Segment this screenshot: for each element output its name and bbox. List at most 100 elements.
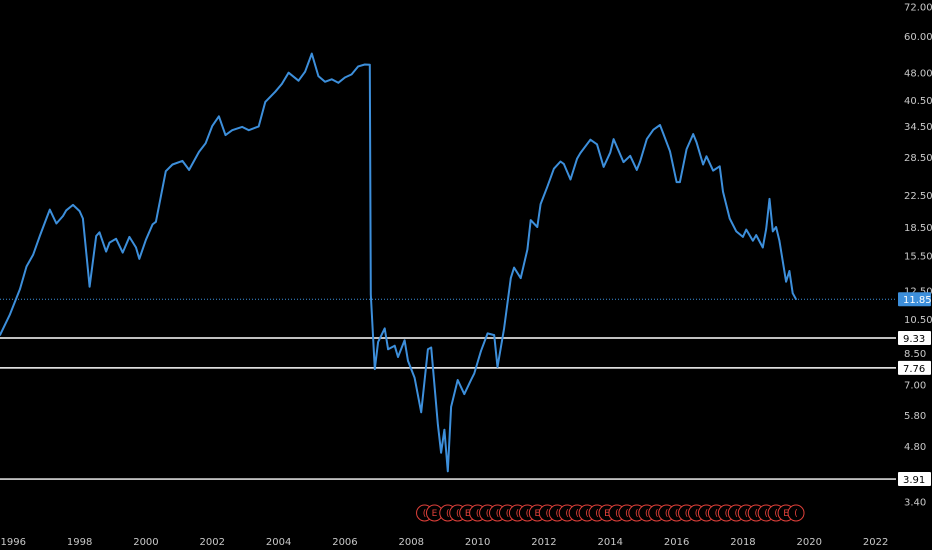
- data-point: [350, 73, 353, 76]
- data-point: [785, 280, 787, 283]
- data-point: [762, 246, 764, 249]
- event-marker-label: (: [645, 509, 649, 519]
- data-point: [622, 161, 625, 163]
- data-point: [470, 379, 472, 381]
- data-point: [188, 169, 190, 171]
- data-point: [413, 376, 416, 379]
- data-point: [55, 222, 58, 225]
- event-marker-label: (: [705, 509, 709, 519]
- x-tick-label: 2014: [598, 537, 623, 548]
- x-tick-label: 2004: [266, 537, 291, 548]
- data-point: [155, 221, 157, 223]
- y-tick-label: 5.80: [904, 411, 926, 422]
- data-point: [72, 204, 74, 206]
- data-point: [775, 226, 777, 228]
- x-tick-label: 2006: [332, 537, 357, 548]
- event-marker-label: (: [725, 509, 729, 519]
- data-point: [589, 138, 592, 141]
- data-point: [377, 341, 379, 343]
- event-marker-label: (: [476, 509, 480, 519]
- data-point: [241, 126, 243, 128]
- data-point: [304, 70, 306, 73]
- data-point: [369, 63, 371, 66]
- data-point: [121, 251, 124, 254]
- data-point: [685, 148, 688, 150]
- data-point: [257, 125, 260, 128]
- data-point: [536, 226, 539, 228]
- data-point: [526, 248, 529, 251]
- event-marker: (: [787, 504, 805, 522]
- data-point: [171, 163, 174, 166]
- x-tick-label: 2020: [797, 537, 822, 548]
- data-point: [669, 150, 671, 153]
- data-point: [138, 258, 141, 260]
- time-axis[interactable]: 1996 1998 2000 2002 2004 2006 2008 2010 2012 2014…: [1, 537, 889, 548]
- data-point: [659, 124, 661, 126]
- price-axis[interactable]: 72.00 60.00 48.00 40.50 34.50 28.50 22.50 18.50…: [904, 3, 932, 509]
- data-point: [456, 379, 459, 381]
- price-line-value: 9.33: [903, 334, 925, 345]
- event-marker-label: E: [432, 509, 438, 519]
- data-point: [519, 277, 522, 279]
- x-tick-label: 2016: [664, 537, 689, 548]
- data-point: [128, 236, 131, 238]
- data-point: [735, 230, 738, 233]
- x-tick-label: 2018: [730, 537, 755, 548]
- event-marker-label: (: [715, 509, 719, 519]
- data-point: [370, 293, 372, 296]
- y-tick-label: 12.50: [904, 287, 932, 298]
- data-point: [652, 128, 655, 131]
- data-point: [768, 198, 771, 200]
- data-point: [503, 327, 505, 330]
- price-line-badge: [898, 331, 931, 346]
- event-marker-label: (: [625, 509, 629, 519]
- data-point: [105, 250, 107, 253]
- data-point: [496, 366, 499, 368]
- price-line-value: 11.85: [903, 295, 932, 306]
- event-marker-label: (: [655, 509, 659, 519]
- data-point: [264, 101, 267, 103]
- data-point: [330, 78, 333, 81]
- event-marker-label: (: [764, 509, 768, 519]
- data-point: [397, 356, 399, 358]
- data-point: [48, 208, 51, 211]
- data-point: [446, 470, 449, 473]
- x-tick-label: 1998: [67, 537, 92, 548]
- event-marker-label: (: [446, 509, 450, 519]
- data-point: [443, 428, 446, 431]
- data-point: [165, 170, 167, 172]
- event-marker-label: (: [595, 509, 599, 519]
- data-point: [247, 129, 250, 132]
- data-point: [755, 234, 758, 236]
- data-point: [62, 215, 64, 217]
- x-tick-label: 2012: [531, 537, 556, 548]
- x-tick-label: 2010: [465, 537, 490, 548]
- y-tick-label: 72.00: [904, 3, 932, 14]
- price-line-badge: [898, 360, 931, 375]
- data-point: [32, 253, 34, 256]
- event-marker-label: (: [794, 509, 798, 519]
- data-point: [705, 155, 708, 158]
- data-point: [88, 285, 91, 288]
- data-point: [718, 165, 721, 168]
- event-marker-label: (: [506, 509, 510, 519]
- price-line-value: 3.91: [903, 475, 925, 486]
- data-point: [310, 52, 313, 55]
- data-point: [344, 76, 346, 79]
- data-point: [393, 344, 396, 347]
- data-point: [281, 83, 283, 85]
- data-point: [407, 360, 409, 362]
- data-point: [145, 238, 147, 241]
- x-tick-label: 1996: [1, 537, 26, 548]
- data-point: [576, 157, 578, 160]
- y-tick-label: 60.00: [904, 32, 932, 43]
- event-marker-label: (: [496, 509, 500, 519]
- data-point: [211, 125, 214, 127]
- data-point: [420, 411, 423, 414]
- x-tick-label: 2022: [863, 537, 888, 548]
- data-point: [513, 266, 515, 269]
- data-point: [95, 235, 97, 237]
- data-point: [430, 346, 432, 349]
- event-marker-label: (: [675, 509, 679, 519]
